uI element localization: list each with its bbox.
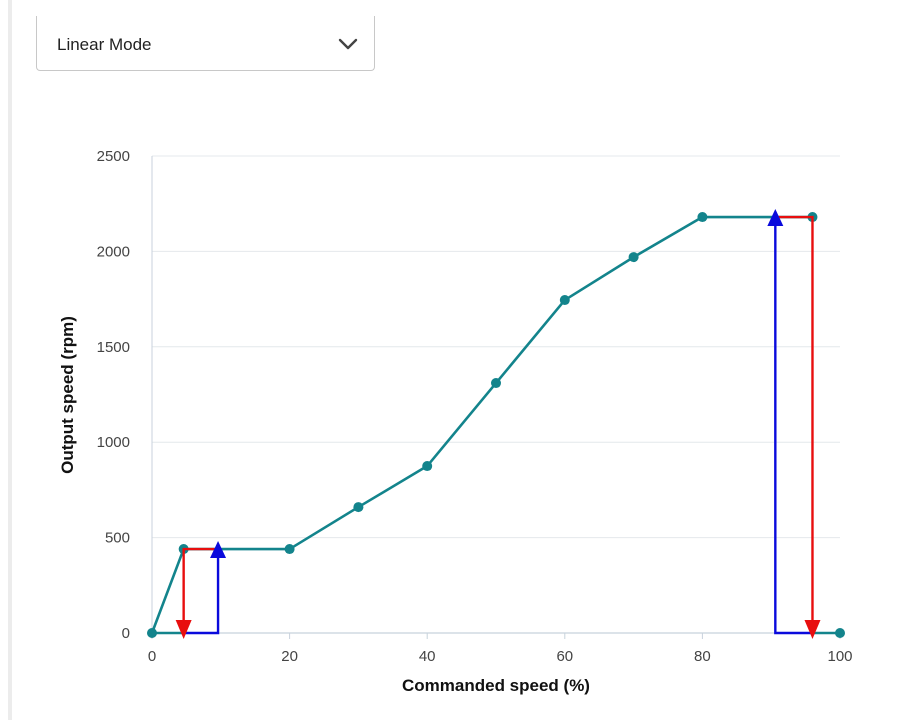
- data-point: [147, 628, 157, 638]
- grid-lines: [152, 155, 840, 539]
- hysteresis-on-path-high: [774, 217, 813, 635]
- down-arrow-low: [175, 620, 192, 639]
- left-panel-border: [8, 0, 12, 720]
- x-tick-80: 80: [694, 648, 711, 665]
- data-point: [697, 212, 708, 223]
- x-tick-0: 0: [148, 648, 156, 665]
- hysteresis-off-path-low: [182, 547, 219, 633]
- y-tick-0: 0: [122, 625, 130, 642]
- x-tick-40: 40: [419, 648, 436, 665]
- hysteresis-on-path-low: [183, 549, 220, 635]
- chevron-down-icon[interactable]: [338, 38, 358, 50]
- y-tick-2500: 2500: [97, 148, 130, 165]
- y-tick-1000: 1000: [97, 434, 130, 451]
- y-tick-labels: 0 500 1000 1500 2000 2500: [97, 148, 130, 642]
- up-arrow-high: [767, 209, 784, 227]
- data-point: [491, 378, 501, 389]
- data-point: [835, 628, 845, 638]
- data-point: [422, 461, 433, 472]
- x-tick-20: 20: [281, 648, 298, 665]
- hysteresis-markers: [175, 209, 821, 639]
- x-tick-labels: 0 20 40 60 80 100: [148, 648, 853, 665]
- y-tick-1500: 1500: [97, 339, 130, 356]
- data-point: [559, 295, 570, 306]
- up-arrow-low: [210, 541, 227, 559]
- data-point: [353, 502, 364, 513]
- x-tick-60: 60: [556, 648, 573, 665]
- data-point: [284, 544, 295, 555]
- y-tick-2000: 2000: [97, 243, 130, 260]
- mode-select[interactable]: Linear Mode: [36, 16, 375, 71]
- series-line: [150, 215, 813, 634]
- x-tick-100: 100: [827, 648, 852, 665]
- axes: [151, 156, 841, 639]
- y-tick-500: 500: [105, 530, 130, 547]
- x-axis-title: Commanded speed (%): [402, 676, 590, 695]
- hysteresis-off-path-high: [775, 215, 814, 633]
- data-point: [628, 252, 639, 263]
- mode-select-value: Linear Mode: [57, 35, 152, 54]
- down-arrow-high: [804, 620, 821, 639]
- y-axis-title: Output speed (rpm): [58, 316, 77, 474]
- curve: [147, 212, 845, 638]
